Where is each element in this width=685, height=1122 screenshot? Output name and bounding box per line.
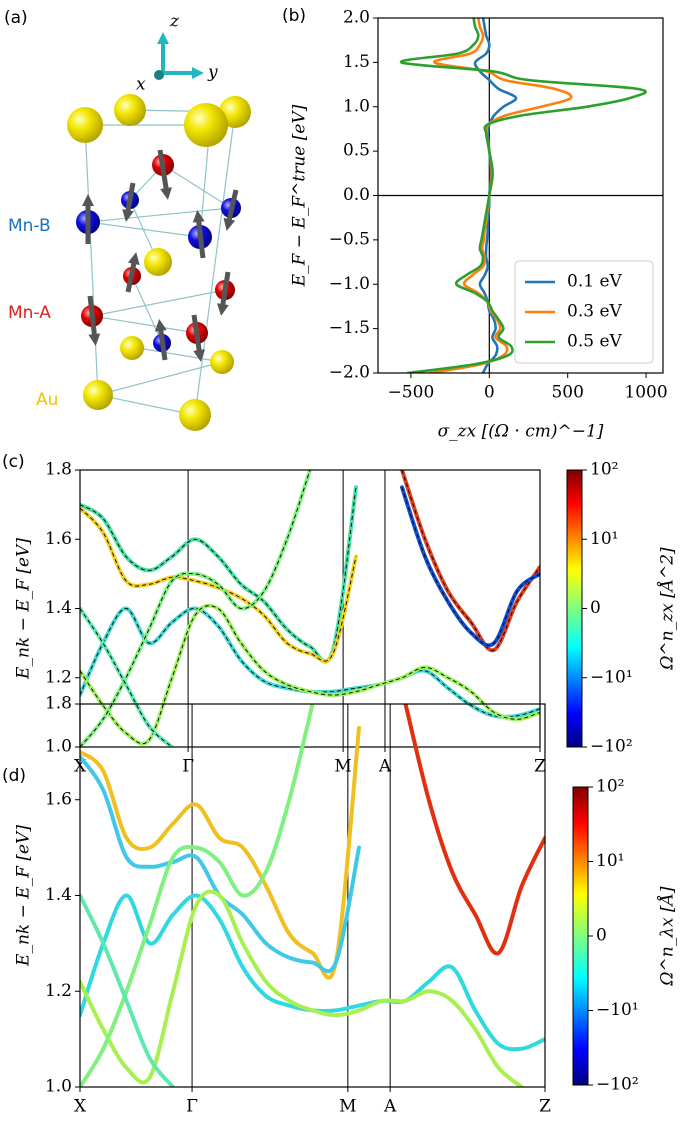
x-axis-label: σ_zx [(Ω · cm)^−1] xyxy=(438,422,604,442)
axis-label: x xyxy=(136,75,146,95)
colorbar xyxy=(572,786,589,1086)
colorbar xyxy=(566,469,583,748)
axes-frame xyxy=(377,17,664,374)
series-line xyxy=(403,704,545,956)
panel-label: (b) xyxy=(282,6,306,26)
axis-triad: z x y xyxy=(136,12,218,95)
y-tick-label: −0.5 xyxy=(329,229,370,249)
y-tick-label: 1.4 xyxy=(45,598,72,618)
axes-frame xyxy=(79,703,546,1088)
colorbar-tick-label: −10¹ xyxy=(596,1000,639,1020)
x-tick-label: −500 xyxy=(388,383,435,403)
x-tick-label: 0 xyxy=(484,383,495,403)
y-tick-label: 1.0 xyxy=(45,1077,72,1097)
y-tick-label: 0.0 xyxy=(343,185,370,205)
series-line xyxy=(400,470,540,653)
y-tick-label: −1.0 xyxy=(329,274,370,294)
y-tick-label: 1.0 xyxy=(45,737,72,757)
chart-panel: (d) 1.0 1.2 1.4 1.6 1.8 X Γ M A Z E_nk − E_F [eV] 10… xyxy=(2,694,678,1117)
plot-area xyxy=(80,470,540,747)
reference-band xyxy=(80,605,540,745)
atom-label: Mn-A xyxy=(8,303,51,323)
atom-label: Mn-B xyxy=(8,216,51,236)
series-line xyxy=(80,704,315,1087)
x-tick-label: M xyxy=(334,757,351,777)
colorbar-tick-label: 10¹ xyxy=(590,529,618,549)
spins xyxy=(81,149,239,362)
series-line xyxy=(400,18,647,373)
y-tick-label: 1.2 xyxy=(45,667,72,687)
colorbar-tick-label: −10¹ xyxy=(590,667,633,687)
panel-label: (a) xyxy=(4,8,28,28)
crystal-structure: (a) xyxy=(4,8,251,431)
y-tick-label: 1.0 xyxy=(343,96,370,116)
y-tick-label: 1.6 xyxy=(45,789,72,809)
x-tick-label: 500 xyxy=(551,383,583,403)
x-tick-label: A xyxy=(378,757,392,777)
colorbar-label: Ω^n_λx [Å] xyxy=(657,886,678,986)
y-axis-label: E_nk − E_F [eV] xyxy=(14,825,34,967)
y-tick-label: 1.8 xyxy=(45,694,72,714)
chart-panel: (b) −2.0 −1.5 −1.0 −0.5 0.0 0.5 1.0 1.5 2.0 −500 0 5… xyxy=(282,6,668,442)
x-tick-label: Z xyxy=(539,1097,551,1117)
colorbar-tick-label: 0 xyxy=(596,926,607,946)
atoms xyxy=(67,94,251,431)
plot-area xyxy=(80,704,545,1087)
axes-frame xyxy=(79,469,541,748)
colorbar-label: Ω^n_zx [Å^2] xyxy=(657,547,678,671)
chart-panel: (c)1.01.21.41.61.8X Γ M A ZE_nk − E_F [eV]10… xyxy=(2,452,678,777)
panel-label: (d) xyxy=(2,766,26,786)
colorbar-tick-label: −10² xyxy=(596,1075,639,1095)
reference-band xyxy=(80,608,173,747)
legend-box xyxy=(514,260,654,364)
atom-label: Au xyxy=(36,390,58,410)
x-tick-label: M xyxy=(339,1097,356,1117)
axis-label: z xyxy=(169,12,180,32)
x-tick-label: 1000 xyxy=(624,383,667,403)
series-line xyxy=(80,725,361,980)
y-tick-label: 2.0 xyxy=(343,8,370,28)
y-tick-label: 1.2 xyxy=(45,981,72,1001)
x-tick-label: Γ xyxy=(186,1097,198,1117)
y-tick-label: 1.5 xyxy=(343,52,370,72)
legend: 0.1 eV 0.3 eV 0.5 eV xyxy=(514,260,654,364)
y-tick-label: 1.4 xyxy=(45,885,72,905)
y-axis-label: E_nk − E_F [eV] xyxy=(14,538,34,680)
colorbar-tick-label: 10² xyxy=(596,777,624,797)
reference-band xyxy=(80,470,311,747)
y-tick-label: 1.6 xyxy=(45,529,72,549)
series-line xyxy=(80,889,524,1087)
reference-band xyxy=(401,470,540,651)
y-axis-label: E_F − E_F^true [eV] xyxy=(290,104,310,287)
x-tick-label: Z xyxy=(534,757,546,777)
legend-label: 0.3 eV xyxy=(567,302,623,322)
y-tick-label: −2.0 xyxy=(329,363,370,383)
reference-band xyxy=(80,487,357,662)
series-line xyxy=(80,893,175,1087)
colorbar-tick-label: 10² xyxy=(590,460,618,480)
panel-label: (c) xyxy=(2,452,25,472)
colorbar-tick-label: 0 xyxy=(590,598,601,618)
colorbar-tick-label: 10¹ xyxy=(596,851,624,871)
axis-label: y xyxy=(207,63,218,83)
y-tick-label: 1.8 xyxy=(45,460,72,480)
colorbar-tick-label: −10² xyxy=(590,737,633,757)
x-tick-label: X xyxy=(74,1097,87,1117)
x-tick-label: A xyxy=(383,1097,397,1117)
legend-label: 0.1 eV xyxy=(567,272,623,292)
plot-area xyxy=(400,18,647,373)
y-tick-label: −1.5 xyxy=(329,318,370,338)
reference-band xyxy=(401,487,540,646)
y-tick-label: 0.5 xyxy=(343,141,370,161)
legend-label: 0.5 eV xyxy=(567,332,623,352)
x-tick-label: Γ xyxy=(182,757,194,777)
